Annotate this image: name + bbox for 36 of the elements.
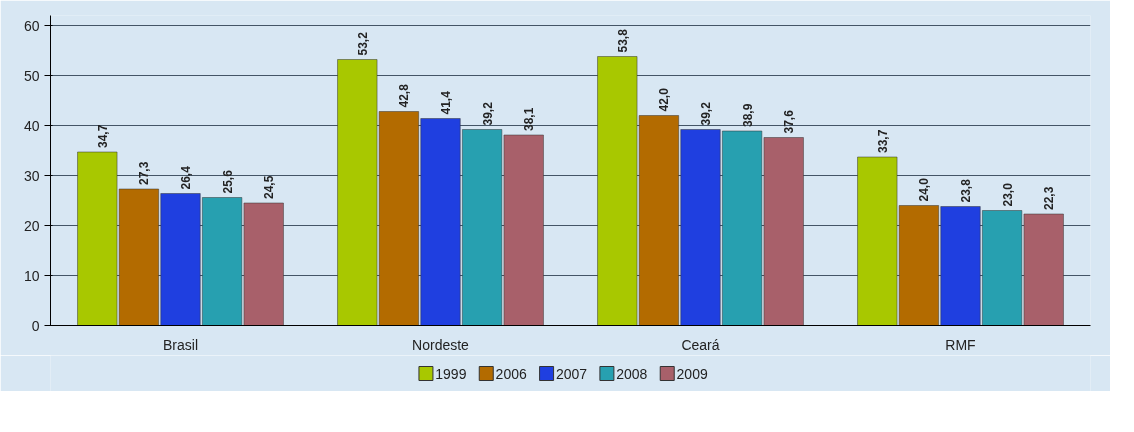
y-tick-label: 40: [23, 117, 40, 134]
y-tick-label: 50: [23, 67, 40, 84]
y-tick-label: 20: [23, 217, 40, 234]
y-tick-label: 60: [23, 17, 40, 34]
data-label: 37,6: [782, 109, 797, 134]
legend-label: 2006: [495, 365, 527, 382]
data-label: 39,2: [699, 101, 713, 126]
data-label: 42,8: [397, 83, 412, 108]
y-tick-label: 10: [23, 267, 40, 284]
data-label: 41,4: [439, 90, 453, 115]
data-label: 42,0: [657, 87, 672, 112]
data-label: 22,3: [1042, 186, 1057, 210]
data-label: 24,5: [262, 175, 277, 199]
legend-label: 2007: [555, 365, 588, 382]
data-label: 25,6: [220, 169, 235, 194]
data-label: 26,4: [179, 165, 193, 190]
data-label: 27,3: [137, 161, 152, 185]
data-label: 33,7: [875, 129, 890, 153]
data-label: 53,8: [615, 28, 630, 53]
data-label: 38,1: [522, 107, 537, 131]
x-tick-label: Nordeste: [412, 336, 470, 353]
legend-label: 2009: [676, 365, 708, 382]
data-label: 53,2: [355, 31, 370, 56]
x-tick-label: RMF: [945, 336, 976, 353]
x-tick-label: Brasil: [163, 336, 199, 353]
x-tick-label: Ceará: [681, 336, 720, 353]
data-label: 23,0: [1000, 182, 1015, 207]
legend-label: 1999: [435, 365, 467, 382]
legend-label: 2008: [616, 365, 648, 382]
data-label: 39,2: [480, 101, 495, 126]
y-tick-label: 0: [31, 317, 40, 334]
data-label: 34,7: [95, 124, 110, 148]
data-label: 24,0: [917, 177, 932, 202]
data-label: 38,9: [740, 103, 755, 127]
data-label: 23,8: [959, 178, 973, 203]
y-tick-label: 30: [23, 167, 40, 184]
